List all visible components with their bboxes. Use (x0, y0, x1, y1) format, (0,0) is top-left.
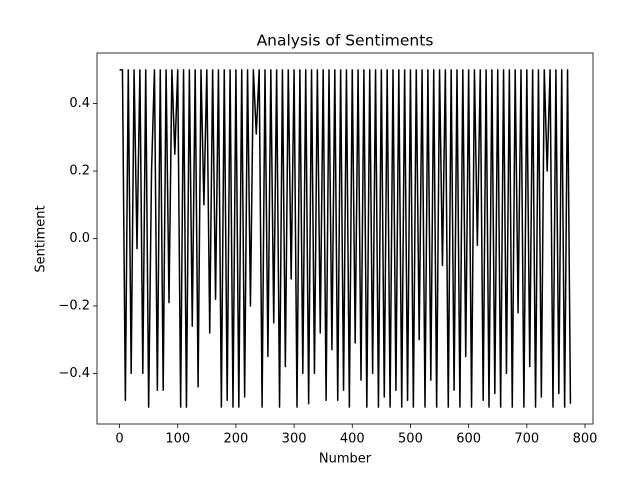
chart-title: Analysis of Sentiments (257, 32, 434, 50)
x-tick-label: 300 (282, 432, 307, 447)
x-tick-label: 500 (398, 432, 423, 447)
x-axis-label: Number (319, 452, 372, 467)
x-tick-label: 100 (165, 432, 190, 447)
x-tick-label: 400 (340, 432, 365, 447)
x-tick-label: 200 (223, 432, 248, 447)
y-axis-label: Sentiment (34, 205, 49, 272)
y-tick-label: 0.2 (69, 164, 90, 179)
y-tick-label: 0.4 (69, 96, 90, 111)
plot-frame (96, 52, 594, 425)
y-tick-label: −0.4 (58, 366, 90, 381)
y-tick-label: 0.0 (69, 231, 90, 246)
x-tick-label: 0 (115, 432, 123, 447)
x-tick-label: 800 (573, 432, 598, 447)
x-tick-label: 700 (514, 432, 539, 447)
x-tick-label: 600 (456, 432, 481, 447)
line (119, 69, 572, 408)
y-tick-label: −0.2 (58, 298, 90, 313)
